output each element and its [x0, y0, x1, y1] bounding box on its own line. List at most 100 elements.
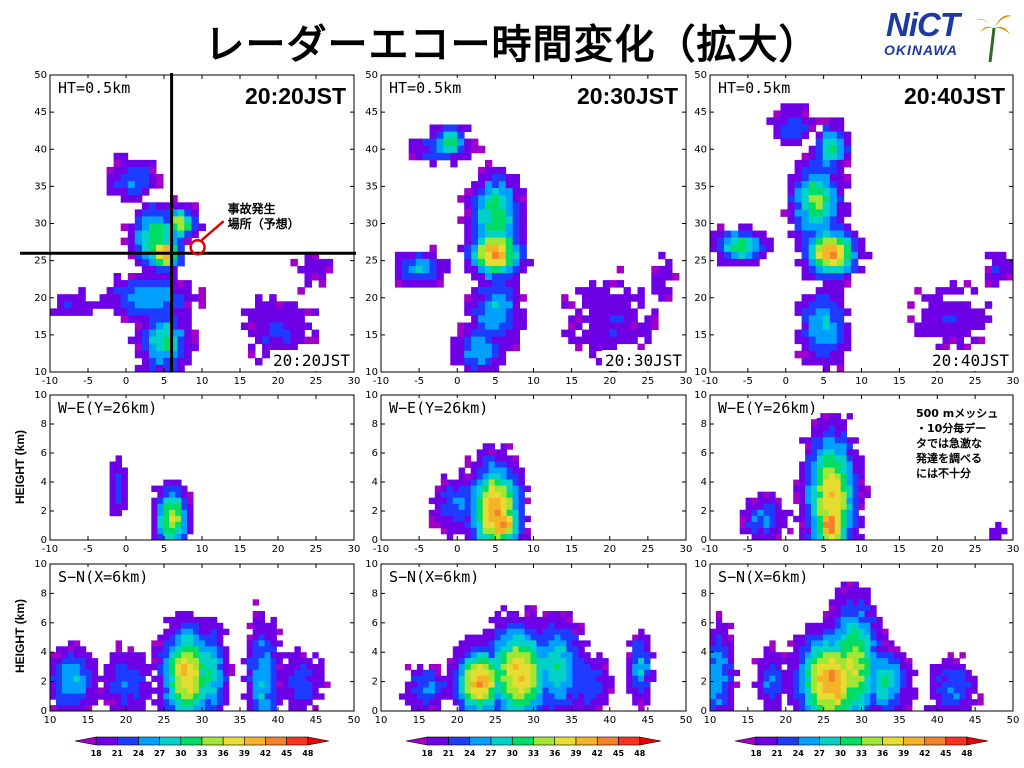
echo-cell [304, 251, 312, 260]
echo-cell [882, 669, 889, 677]
echo-cell [457, 195, 465, 203]
echo-cell [834, 664, 842, 671]
echo-cell [56, 705, 63, 712]
echo-cell [506, 687, 513, 694]
echo-cell [834, 491, 842, 499]
echo-cell [246, 669, 254, 677]
y-tick-label: 40 [694, 144, 707, 155]
echo-cell [991, 251, 1000, 260]
echo-cell [894, 664, 901, 671]
echo-cell [518, 485, 525, 492]
echo-cell [840, 527, 847, 535]
echo-cell [252, 669, 260, 677]
echo-cell [198, 294, 206, 302]
colorbar-tick-label: 42 [260, 749, 271, 758]
echo-cell [870, 675, 877, 682]
echo-cell [769, 640, 776, 647]
echo-cell [181, 491, 188, 499]
echo-cell [452, 664, 460, 671]
echo-cell [156, 237, 164, 246]
echo-cell [149, 258, 157, 267]
echo-cell [572, 669, 579, 677]
echo-cell [512, 521, 519, 529]
echo-cell [163, 699, 170, 706]
echo-cell [829, 166, 838, 175]
echo-cell [626, 669, 633, 677]
y-tick-label: 6 [372, 448, 378, 459]
echo-cell [408, 145, 416, 154]
echo-cell [177, 301, 185, 309]
echo-cell [794, 223, 802, 231]
echo-cell [870, 699, 877, 706]
echo-cell [478, 216, 486, 224]
echo-cell [294, 681, 301, 688]
echo-cell [288, 687, 295, 694]
echo-cell [763, 521, 770, 529]
echo-cell [464, 230, 472, 239]
echo-cell [506, 509, 513, 517]
echo-cell [464, 350, 472, 359]
echo-cell [572, 622, 579, 630]
echo-cell [846, 611, 853, 618]
echo-cell [828, 687, 836, 694]
echo-cell [434, 521, 442, 529]
echo-cell [775, 527, 782, 535]
echo-cell [103, 675, 110, 682]
echo-cell [590, 675, 597, 682]
echo-cell [846, 705, 853, 712]
echo-cell [815, 273, 824, 281]
echo-cell [506, 527, 513, 535]
echo-cell [787, 110, 795, 118]
echo-cell [998, 273, 1007, 281]
echo-cell [894, 669, 901, 677]
echo-cell [793, 693, 800, 700]
echo-cell [127, 315, 136, 323]
echo-cell [977, 693, 984, 700]
echo-cell [127, 174, 136, 182]
echo-cell [757, 515, 764, 523]
echo-cell [816, 515, 824, 523]
y-tick-label: 35 [365, 181, 378, 192]
echo-cell [61, 652, 69, 659]
echo-cell [530, 699, 537, 706]
echo-cell [805, 622, 812, 630]
echo-cell [763, 693, 770, 700]
echo-cell [115, 681, 122, 688]
echo-cell [482, 687, 490, 694]
echo-cell [79, 664, 87, 671]
y-tick-label: 6 [701, 618, 707, 629]
x-tick-label: 25 [642, 544, 655, 555]
echo-cell [282, 669, 289, 677]
echo-cell [175, 664, 182, 671]
echo-cell [888, 681, 895, 688]
echo-cell [491, 336, 500, 345]
panel-label-bg [386, 567, 483, 587]
echo-cell [149, 357, 157, 366]
echo-cell [941, 664, 948, 671]
echo-cell [836, 301, 845, 309]
echo-cell [127, 273, 136, 281]
y-tick-label: 0 [372, 706, 378, 717]
echo-cell [843, 230, 852, 239]
echo-cell [61, 693, 69, 700]
echo-cell [191, 336, 199, 345]
echo-cell [876, 628, 883, 635]
echo-cell [542, 652, 549, 659]
echo-cell [476, 658, 484, 665]
echo-cell [787, 527, 794, 535]
echo-cell [518, 473, 525, 480]
echo-cell [506, 521, 513, 529]
echo-cell [566, 634, 573, 641]
echo-cell [85, 681, 93, 688]
echo-cell [787, 658, 794, 665]
echo-cell [175, 705, 182, 712]
echo-cell [846, 455, 853, 462]
echo-cell [745, 497, 752, 505]
echo-cell [542, 611, 549, 618]
echo-cell [149, 265, 157, 274]
echo-cell [822, 216, 831, 224]
echo-cell [1001, 527, 1008, 535]
echo-cell [935, 687, 943, 694]
echo-cell [519, 244, 527, 253]
echo-cell [805, 669, 812, 677]
